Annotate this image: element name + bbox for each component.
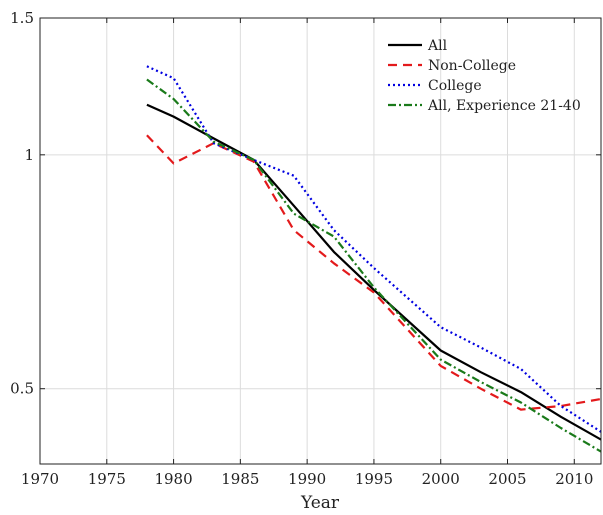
y-tick-labels: 0.5 1 1.5 <box>10 9 34 398</box>
legend-label-3: All, Experience 21-40 <box>427 98 581 114</box>
x-tick-label: 1995 <box>355 470 393 488</box>
plot-frame <box>39 17 602 465</box>
gridlines <box>39 17 601 464</box>
series-lines <box>146 65 601 453</box>
x-tick-label: 1980 <box>154 470 192 488</box>
axis-ticks <box>39 17 601 464</box>
x-tick-label: 2000 <box>422 470 460 488</box>
legend-label-2: College <box>428 78 482 94</box>
y-tick-label: 1 <box>24 146 34 164</box>
x-axis-label: Year <box>300 493 340 513</box>
x-tick-label: 1990 <box>288 470 326 488</box>
x-tick-label: 1970 <box>21 470 59 488</box>
x-tick-label: 1985 <box>221 470 259 488</box>
legend: All Non-College College All, Experience 21-… <box>388 38 581 114</box>
x-tick-label: 2005 <box>488 470 526 488</box>
x-tick-label: 2010 <box>555 470 593 488</box>
y-tick-label: 1.5 <box>10 9 34 27</box>
y-tick-label: 0.5 <box>10 380 34 398</box>
series-line-1 <box>146 134 601 411</box>
legend-label-0: All <box>427 38 448 54</box>
legend-label-1: Non-College <box>428 58 516 74</box>
x-tick-labels: 1970 1975 1980 1985 1990 1995 2000 2005 2010 <box>21 470 593 488</box>
x-tick-label: 1975 <box>88 470 126 488</box>
series-line-3 <box>146 78 601 453</box>
